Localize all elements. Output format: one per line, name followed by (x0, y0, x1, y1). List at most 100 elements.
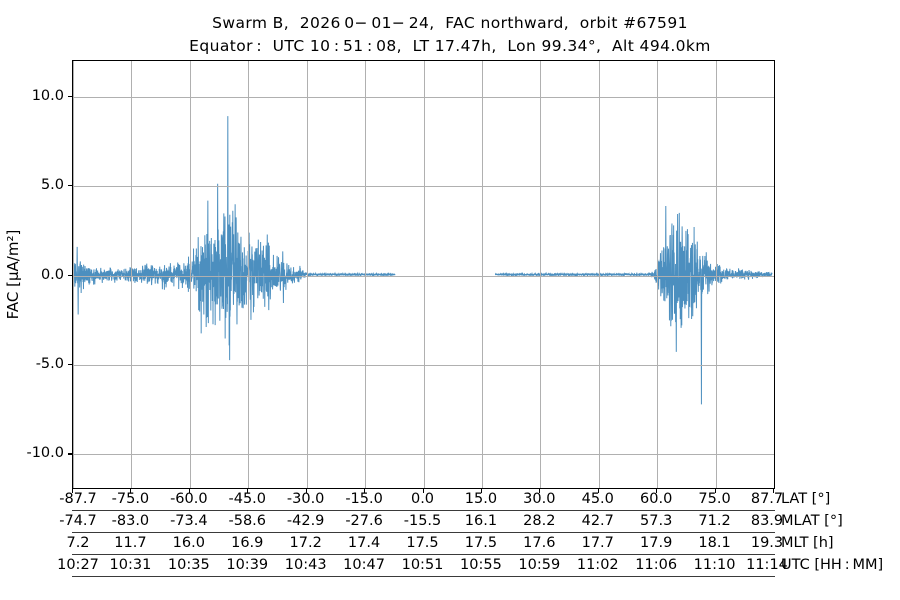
x-tick-label: 17.2 (289, 535, 322, 551)
grid-line-vertical (657, 61, 658, 488)
grid-line-horizontal (73, 454, 774, 455)
y-tick-label: 0.0 (40, 266, 64, 283)
y-tick-mark (68, 185, 72, 187)
x-tick-label: -75.0 (111, 491, 150, 507)
x-tick-label: -83.0 (111, 513, 150, 529)
grid-line-vertical (131, 61, 132, 488)
y-tick-label: -10.0 (26, 445, 64, 462)
x-tick-label: -30.0 (286, 491, 325, 507)
plot-area (72, 60, 775, 489)
x-axis-row-separator (72, 532, 775, 533)
fac-data-line (73, 61, 774, 488)
x-tick-label: -73.4 (170, 513, 208, 529)
x-tick-label: 83.9 (750, 513, 784, 529)
x-tick-label: -27.6 (345, 513, 383, 529)
x-tick-mark (189, 489, 191, 493)
x-tick-label: 42.7 (581, 513, 614, 529)
x-tick-label: 17.4 (347, 535, 381, 551)
x-axis-row-name: MLAT [°] (781, 513, 843, 529)
chart-title-line-1: Swarm B, 2026 0− 01− 24, FAC northward, … (212, 14, 688, 32)
chart-title-block: Swarm B, 2026 0− 01− 24, FAC northward, … (0, 12, 900, 58)
x-tick-label: 11.7 (114, 535, 147, 551)
x-tick-label: 17.7 (581, 535, 614, 551)
grid-line-vertical (248, 61, 249, 488)
x-axis-row-mlt: 7.2 11.7 16.0 16.9 17.2 17.4 17.5 17.5 17.6 17.7 1… (66, 533, 834, 555)
x-tick-label: 71.2 (698, 513, 731, 529)
y-tick-mark (68, 95, 72, 98)
x-tick-label: 17.5 (406, 535, 439, 551)
x-tick-label: 18.1 (698, 535, 731, 551)
x-axis-row-separator (72, 510, 775, 511)
x-tick-mark (539, 489, 541, 493)
grid-line-horizontal (73, 365, 774, 366)
x-tick-label: 30.0 (523, 491, 556, 507)
x-tick-label: 7.2 (66, 535, 90, 551)
x-axis-row-name: MLT [h] (781, 535, 834, 551)
x-axis-row-name: LAT [°] (781, 491, 831, 507)
x-tick-label: 17.9 (640, 535, 673, 551)
x-tick-label: -15.5 (403, 513, 442, 529)
x-tick-label: 87.7 (750, 491, 784, 507)
x-tick-mark (423, 489, 425, 493)
y-tick-label: 5.0 (40, 177, 64, 194)
x-axis-label-table: -87.7 -75.0 -60.0 -45.0 -30.0 -15.0 0.0 15.0 30.… (57, 489, 883, 577)
x-tick-label: 75.0 (698, 491, 731, 507)
x-tick-label: -42.9 (286, 513, 325, 529)
grid-line-vertical (424, 61, 425, 488)
x-tick-label: 10:35 (167, 557, 210, 573)
x-axis-row-mlat: -74.7 -83.0 -73.4 -58.6 -42.9 -27.6 -15.5 16.1 2… (59, 511, 843, 533)
y-tick-label: -5.0 (35, 355, 64, 372)
x-tick-mark (598, 489, 600, 493)
x-tick-label: -58.6 (228, 513, 267, 529)
grid-line-horizontal (73, 186, 774, 187)
x-axis-row-name: UTC [HH : MM] (781, 557, 884, 573)
x-tick-label: -74.7 (59, 513, 97, 529)
fac-trace-path (73, 116, 772, 404)
x-tick-label: -87.7 (59, 491, 97, 507)
x-tick-mark (481, 489, 483, 493)
x-tick-label: 10:59 (518, 557, 561, 573)
x-tick-mark (306, 489, 308, 493)
x-tick-label: 17.5 (464, 535, 498, 551)
x-tick-mark (130, 489, 132, 493)
x-axis-row-separator (72, 576, 775, 577)
grid-line-horizontal (73, 276, 774, 277)
x-axis-row-lat: -87.7 -75.0 -60.0 -45.0 -30.0 -15.0 0.0 15.0 30.… (59, 489, 830, 511)
grid-line-vertical (73, 61, 74, 488)
x-tick-label: 16.9 (231, 535, 264, 551)
x-tick-label: 60.0 (640, 491, 673, 507)
x-tick-label: 10:43 (284, 557, 327, 573)
x-tick-label: 17.6 (523, 535, 556, 551)
x-tick-label: 16.0 (172, 535, 205, 551)
chart-title-line-2: Equator : UTC 10 : 51 : 08, LT 17.47h, L… (189, 37, 711, 55)
grid-line-vertical (540, 61, 541, 488)
x-tick-label: 45.0 (581, 491, 614, 507)
x-tick-label: 11:06 (635, 557, 678, 573)
x-axis-row-separator (72, 554, 775, 555)
x-tick-mark (656, 489, 658, 493)
grid-line-horizontal (73, 97, 774, 98)
x-tick-label: -60.0 (170, 491, 208, 507)
x-tick-label: -45.0 (228, 491, 267, 507)
x-tick-label: 11:10 (693, 557, 736, 573)
x-tick-mark (72, 489, 74, 493)
y-tick-mark (68, 453, 72, 455)
y-tick-mark (68, 274, 72, 276)
x-tick-label: 10:47 (343, 557, 385, 573)
x-tick-label: 15.0 (464, 491, 498, 507)
y-tick-mark (68, 363, 72, 366)
x-tick-label: 10:31 (109, 557, 152, 573)
x-tick-mark (364, 489, 366, 493)
x-tick-label: 10:39 (226, 557, 269, 573)
x-axis-row-utc: 10:27 10:31 10:35 10:39 10:43 10:47 10:51 10:55… (57, 555, 883, 577)
x-tick-mark (715, 489, 717, 493)
x-tick-mark (773, 489, 775, 493)
x-tick-label: 10:55 (460, 557, 502, 573)
x-tick-label: 10:27 (57, 557, 99, 573)
x-tick-label: 10:51 (401, 557, 444, 573)
grid-line-vertical (482, 61, 483, 488)
x-tick-mark (247, 489, 249, 493)
x-tick-label: 57.3 (640, 513, 673, 529)
y-tick-label: 10.0 (31, 87, 64, 104)
